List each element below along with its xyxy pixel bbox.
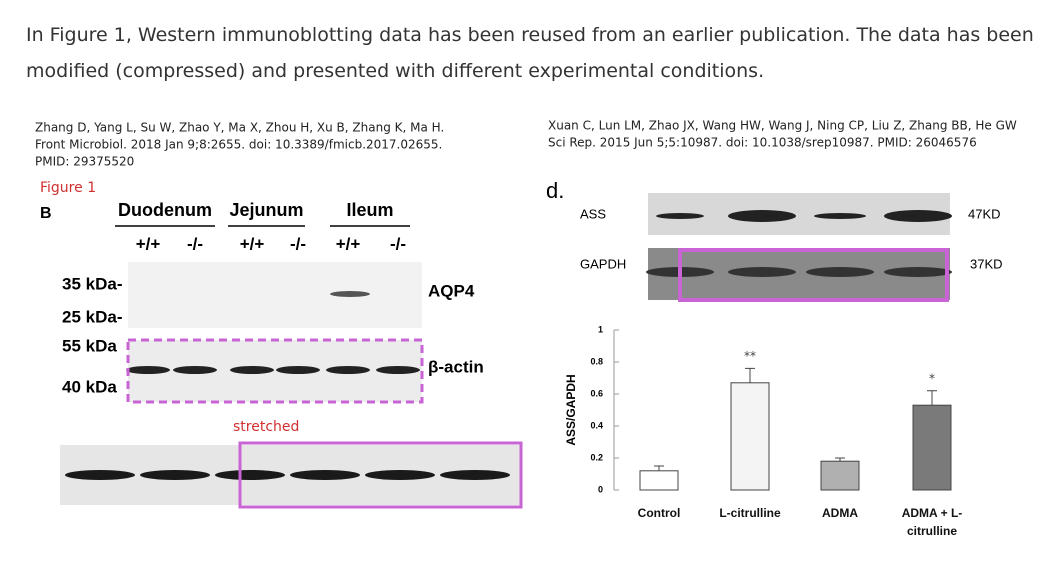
y-tick-label: 0 [598, 484, 603, 494]
y-tick-label: 0.4 [590, 420, 603, 430]
y-tick-label: 0.2 [590, 452, 603, 462]
y-tick-label: 1 [598, 324, 603, 334]
highlight-box [678, 248, 949, 302]
genotype-label: +/+ [240, 234, 265, 253]
genotype-label: -/- [390, 234, 406, 253]
blot-band [140, 470, 210, 480]
highlight-box [238, 441, 523, 509]
blot-band [365, 470, 435, 480]
blot-band [376, 366, 420, 374]
bar [730, 382, 770, 491]
blot-band [440, 470, 510, 480]
blot-band [728, 267, 796, 277]
bar [639, 470, 679, 491]
marker-label: 40 kDa [62, 377, 117, 396]
blot-size: 37KD [970, 256, 1003, 271]
figure-label: Figure 1 [40, 180, 96, 196]
blot-band [173, 366, 217, 374]
blot-band [884, 267, 952, 277]
blot-band [326, 366, 370, 374]
x-tick-label: ADMA [822, 506, 858, 520]
marker-label: 25 kDa- [62, 307, 122, 326]
blot-protein: ASS [580, 206, 606, 221]
blot-band [276, 366, 320, 374]
marker-label: 35 kDa- [62, 274, 122, 293]
citation-line: PMID: 29375520 [35, 155, 134, 169]
blot-band [656, 213, 704, 219]
bar [820, 460, 860, 491]
y-axis-label: ASS/GAPDH [564, 374, 578, 445]
highlight-box [126, 338, 424, 404]
genotype-label: -/- [290, 234, 306, 253]
blot-band [728, 210, 796, 222]
citation-line: Xuan C, Lun LM, Zhao JX, Wang HW, Wang J… [548, 119, 1017, 133]
panel-label: d. [546, 178, 564, 203]
citation-line: Sci Rep. 2015 Jun 5;5:10987. doi: 10.103… [548, 136, 977, 150]
blot-band [814, 213, 866, 219]
blot-background [128, 262, 422, 328]
note: stretched [233, 419, 299, 435]
x-tick-label: Control [637, 506, 681, 520]
blot-protein: GAPDH [580, 256, 626, 271]
significance: * [929, 371, 935, 385]
error-bar [927, 390, 937, 406]
error-bar [654, 465, 664, 471]
blot-band [65, 470, 135, 480]
blot-band [330, 291, 370, 297]
genotype-label: +/+ [136, 234, 161, 253]
group-label: Duodenum [118, 200, 212, 220]
blot-band [126, 366, 170, 374]
significance: ** [744, 349, 756, 363]
error-bar [835, 457, 845, 462]
panel-label: B [40, 205, 52, 222]
group-label: Jejunum [229, 200, 303, 220]
blot-band [215, 470, 285, 480]
y-tick-label: 0.6 [590, 388, 603, 398]
blot-band [290, 470, 360, 480]
protein-label: AQP4 [428, 281, 475, 300]
blot-size: 47KD [968, 206, 1001, 221]
y-tick-label: 0.8 [590, 356, 603, 366]
genotype-label: -/- [187, 234, 203, 253]
genotype-label: +/+ [336, 234, 361, 253]
blot-band [806, 267, 874, 277]
x-tick-label: L-citrulline [719, 506, 781, 520]
blot-band [884, 210, 952, 222]
protein-label: β-actin [428, 357, 484, 376]
blot-band [230, 366, 274, 374]
error-bar [745, 367, 755, 383]
citation-line: Front Microbiol. 2018 Jan 9;8:2655. doi:… [35, 138, 442, 152]
x-tick-label: ADMA + L-citrulline [901, 506, 963, 538]
citation-line: Zhang D, Yang L, Su W, Zhao Y, Ma X, Zho… [35, 121, 444, 135]
marker-label: 55 kDa [62, 336, 117, 355]
intro-text: In Figure 1, Western immunoblotting data… [26, 24, 1034, 82]
bar [912, 404, 952, 491]
group-label: Ileum [346, 200, 393, 220]
